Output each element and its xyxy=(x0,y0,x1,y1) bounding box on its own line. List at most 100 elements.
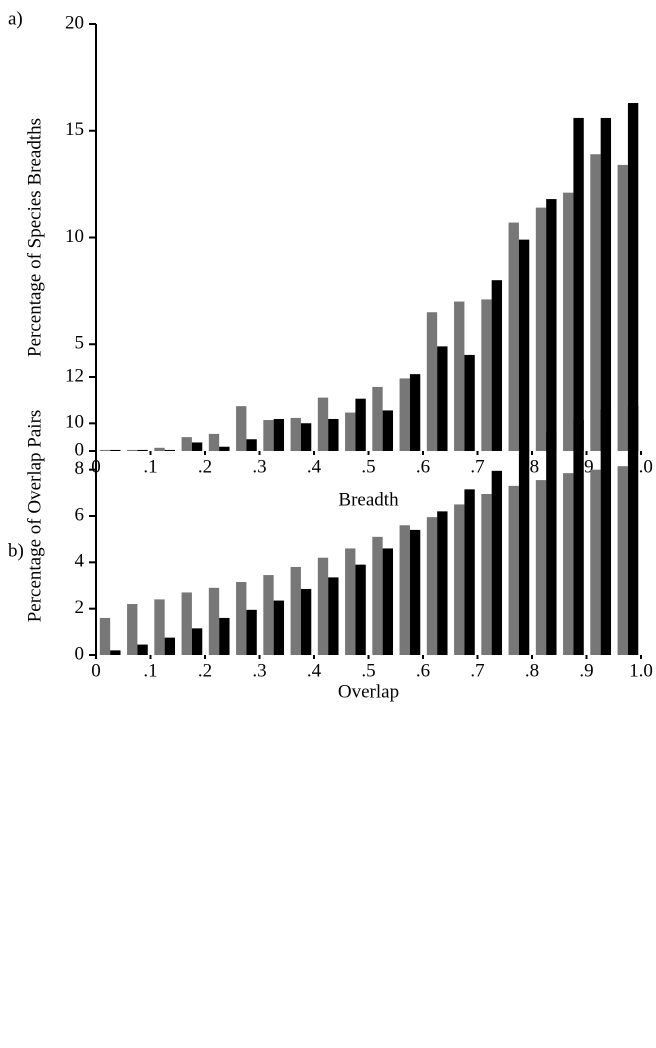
bar xyxy=(437,346,448,451)
bar xyxy=(372,536,383,655)
y-tick-label: 4 xyxy=(75,551,85,572)
bar xyxy=(110,650,121,655)
x-tick-label: .5 xyxy=(361,660,375,681)
x-tick-label: .8 xyxy=(525,660,539,681)
x-tick-label: .6 xyxy=(416,456,430,477)
bar xyxy=(317,397,329,451)
bar xyxy=(573,419,584,655)
bar xyxy=(191,442,203,451)
bar xyxy=(208,587,220,655)
x-tick-label: .3 xyxy=(252,660,266,681)
x-tick-label: .9 xyxy=(579,660,593,681)
bar xyxy=(127,604,138,655)
x-tick-label: .5 xyxy=(361,456,375,477)
y-tick-label: 10 xyxy=(65,226,84,247)
bar xyxy=(164,637,176,655)
bar xyxy=(590,469,601,655)
bar xyxy=(617,466,628,655)
bar xyxy=(600,409,612,655)
bar xyxy=(263,420,274,451)
bar xyxy=(191,628,203,655)
bar xyxy=(426,312,438,451)
bar xyxy=(328,577,339,655)
bar xyxy=(236,406,247,451)
bar xyxy=(464,354,475,451)
bar xyxy=(328,418,339,451)
bar xyxy=(382,548,394,655)
bar xyxy=(481,299,492,451)
bar xyxy=(454,504,465,655)
bar xyxy=(345,412,356,451)
bar xyxy=(546,432,557,655)
x-tick-label: 0 xyxy=(91,660,101,681)
bar xyxy=(563,192,574,452)
bar xyxy=(137,644,148,655)
bar xyxy=(481,493,492,655)
bar xyxy=(355,398,366,451)
bar xyxy=(454,301,465,451)
bar xyxy=(627,405,639,655)
bar xyxy=(518,449,530,655)
panel-label: b) xyxy=(8,540,24,561)
y-axis-label: Percentage of Species Breadths xyxy=(24,118,45,357)
bar xyxy=(154,599,165,655)
bar xyxy=(409,529,421,655)
y-tick-label: 5 xyxy=(75,333,85,354)
y-tick-label: 8 xyxy=(75,458,85,479)
bar xyxy=(127,449,138,451)
bar xyxy=(563,473,574,655)
bar xyxy=(617,164,628,451)
bar xyxy=(246,439,257,451)
bar xyxy=(99,449,111,451)
bar xyxy=(627,102,639,452)
bar xyxy=(236,582,247,655)
bar xyxy=(345,548,356,655)
y-tick-label: 20 xyxy=(65,12,84,33)
bar xyxy=(137,449,148,451)
x-tick-label: .6 xyxy=(416,660,430,681)
x-tick-label: 1.0 xyxy=(629,660,653,681)
bar xyxy=(164,449,176,451)
bar xyxy=(600,117,612,451)
bar xyxy=(208,433,220,451)
bar xyxy=(409,374,421,451)
x-tick-label: .4 xyxy=(307,660,322,681)
bar xyxy=(219,617,230,655)
bar xyxy=(426,517,438,655)
bar xyxy=(518,239,530,451)
x-tick-label: .4 xyxy=(307,456,322,477)
bar xyxy=(491,470,503,655)
bar xyxy=(99,617,111,655)
bar xyxy=(355,564,366,655)
bar xyxy=(273,600,285,655)
y-tick-label: 6 xyxy=(75,504,85,525)
bar xyxy=(399,378,410,451)
y-tick-label: 0 xyxy=(75,643,85,664)
bar xyxy=(508,485,519,655)
bar xyxy=(491,280,503,451)
bar xyxy=(590,154,601,452)
bar xyxy=(290,417,301,451)
x-axis-label: Overlap xyxy=(338,681,399,702)
x-axis-label: Breadth xyxy=(338,489,399,510)
y-tick-label: 2 xyxy=(75,597,85,618)
bar xyxy=(300,423,312,451)
bar xyxy=(372,386,383,451)
y-axis-label: Percentage of Overlap Pairs xyxy=(24,410,45,623)
bar xyxy=(399,525,410,655)
x-tick-label: .2 xyxy=(198,660,212,681)
bar xyxy=(110,449,121,451)
bar xyxy=(382,410,394,451)
bar xyxy=(317,557,329,655)
x-tick-label: .7 xyxy=(470,660,484,681)
x-tick-label: .7 xyxy=(470,456,484,477)
bar xyxy=(464,489,475,655)
bar xyxy=(546,199,557,451)
y-tick-label: 15 xyxy=(65,119,84,140)
x-tick-label: .3 xyxy=(252,456,266,477)
bar xyxy=(437,511,448,655)
bar xyxy=(263,575,274,655)
bar xyxy=(300,588,312,655)
